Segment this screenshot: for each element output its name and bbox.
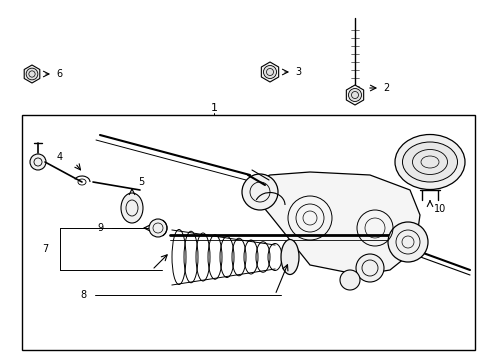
Text: 10: 10 xyxy=(434,204,446,214)
Text: 4: 4 xyxy=(57,152,63,162)
Text: 8: 8 xyxy=(80,290,86,300)
Text: 2: 2 xyxy=(383,83,389,93)
Circle shape xyxy=(348,89,362,102)
Polygon shape xyxy=(261,62,279,82)
Text: 5: 5 xyxy=(138,177,144,187)
Circle shape xyxy=(264,66,276,78)
Ellipse shape xyxy=(281,239,299,274)
Circle shape xyxy=(242,174,278,210)
Circle shape xyxy=(340,270,360,290)
Text: 7: 7 xyxy=(42,244,48,254)
Polygon shape xyxy=(245,172,420,275)
Circle shape xyxy=(149,219,167,237)
Ellipse shape xyxy=(121,193,143,223)
Circle shape xyxy=(388,222,428,262)
Ellipse shape xyxy=(402,142,458,182)
Polygon shape xyxy=(24,65,40,83)
Circle shape xyxy=(26,68,38,80)
Ellipse shape xyxy=(395,135,465,189)
Circle shape xyxy=(30,154,46,170)
Polygon shape xyxy=(346,85,364,105)
Text: 6: 6 xyxy=(56,69,62,79)
Text: 1: 1 xyxy=(211,103,218,113)
Circle shape xyxy=(356,254,384,282)
Text: 3: 3 xyxy=(295,67,301,77)
Bar xyxy=(22,115,475,350)
Text: 9: 9 xyxy=(97,223,103,233)
